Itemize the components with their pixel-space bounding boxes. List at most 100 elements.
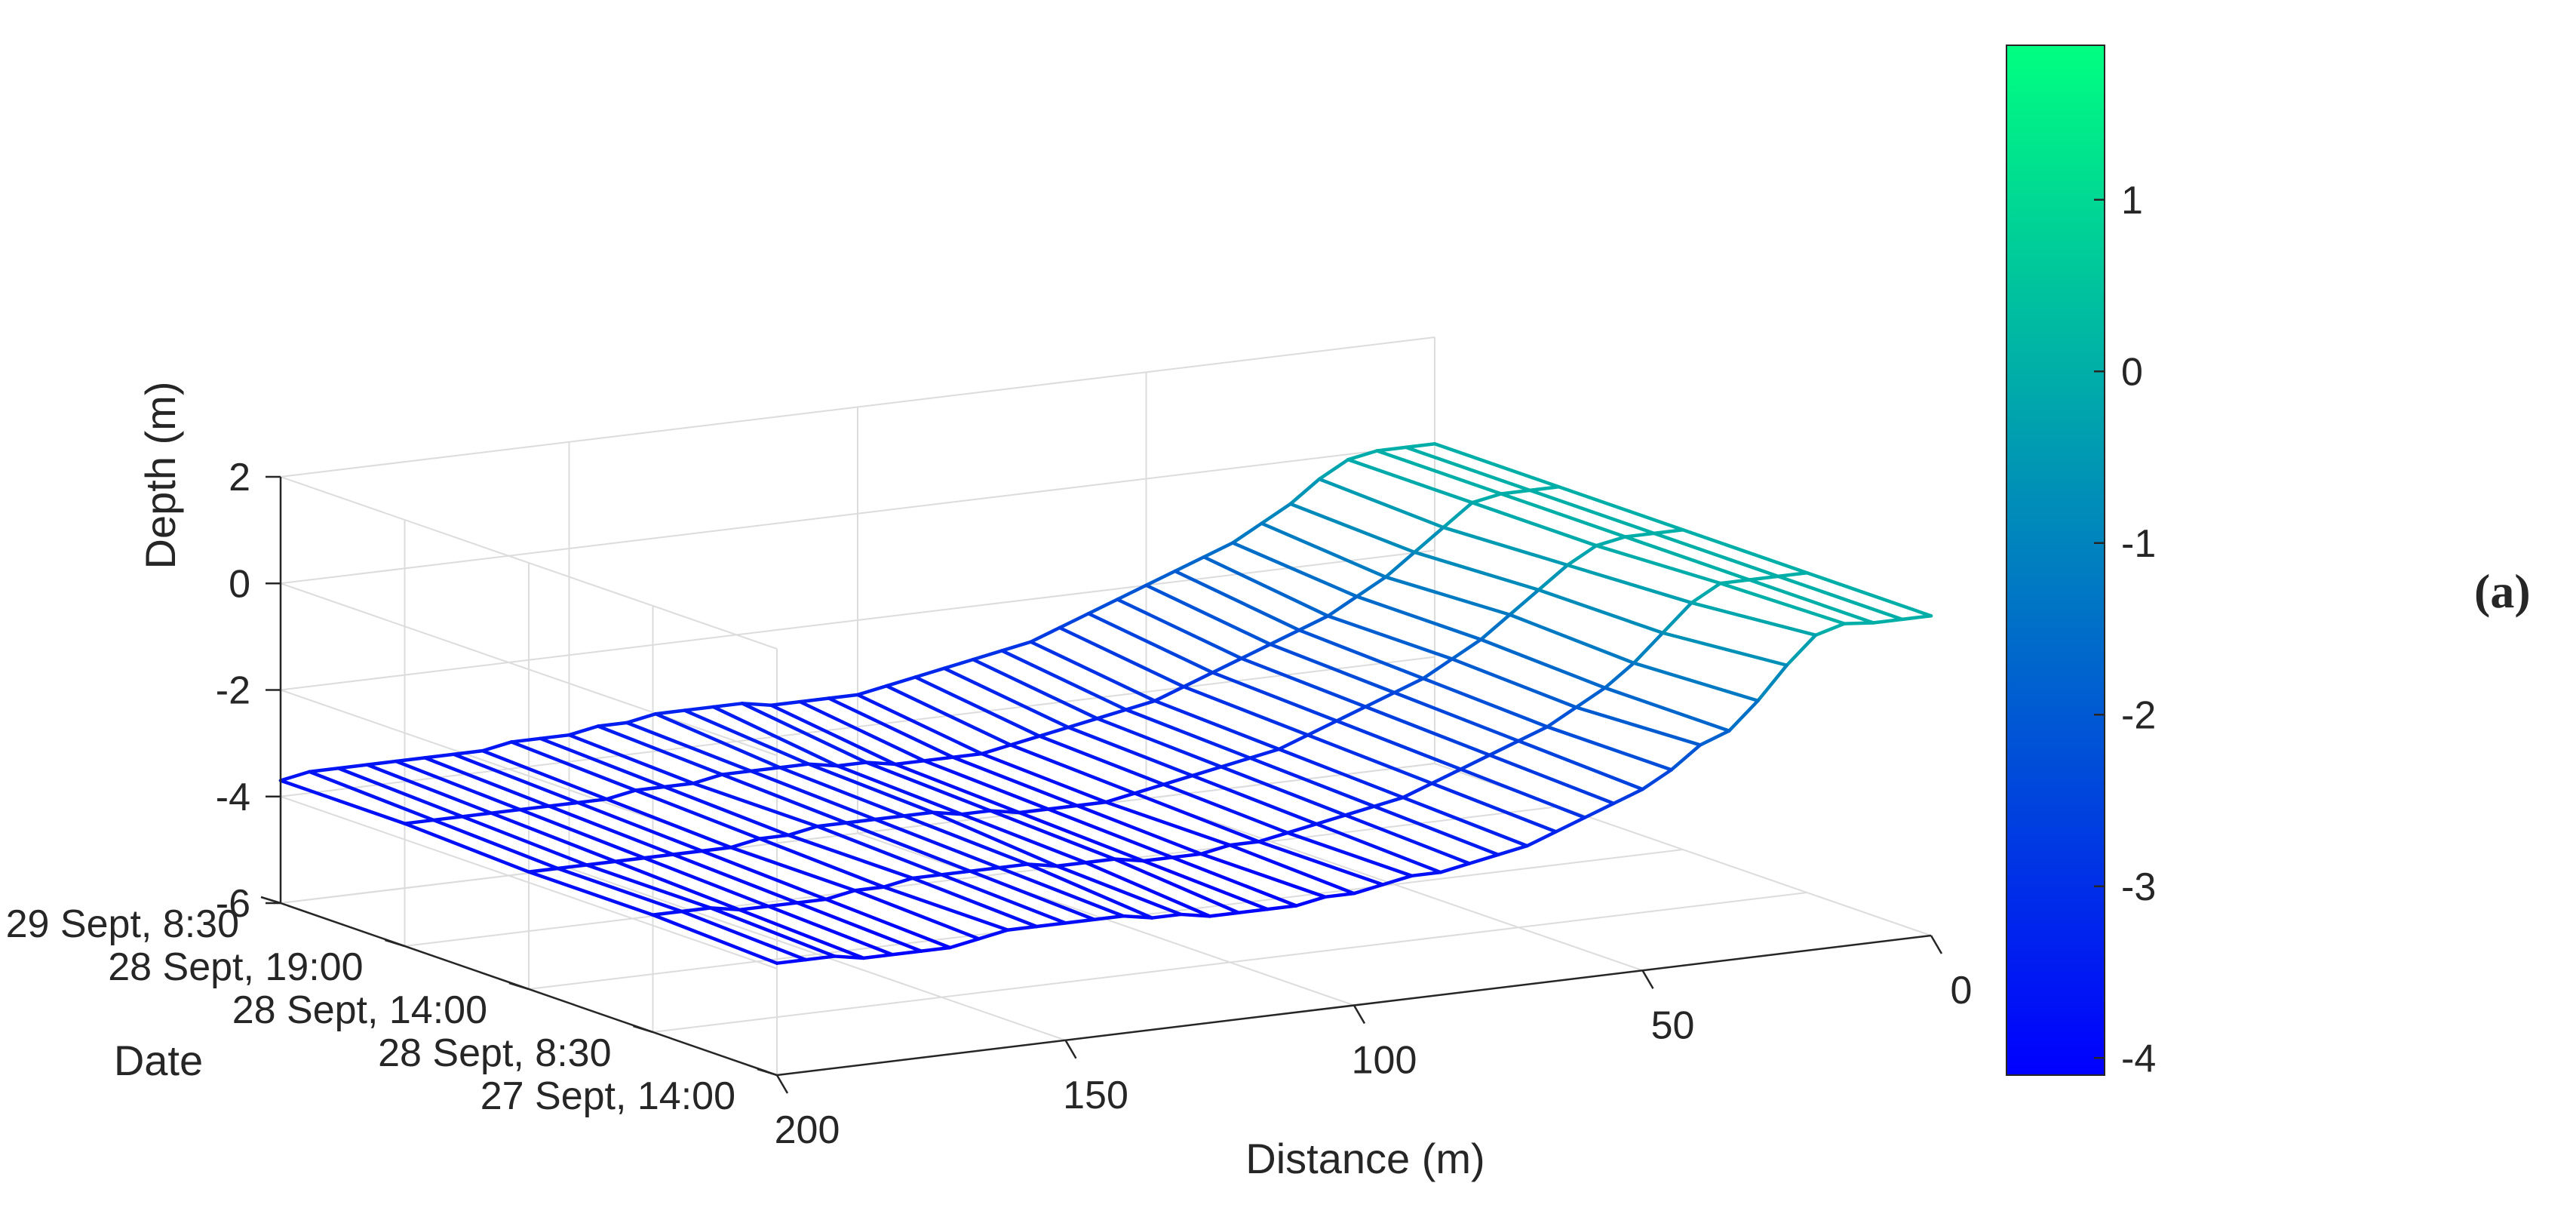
z-tick-label: -2	[216, 669, 250, 713]
mesh-date-segment	[1306, 733, 1434, 785]
mesh-date-segment	[1681, 528, 1809, 575]
x-tick-label: 0	[1951, 969, 1973, 1013]
mesh-date-segment	[1404, 445, 1532, 493]
mesh-profile-segment	[1632, 631, 1665, 665]
mesh-date-segment	[1116, 598, 1243, 660]
mesh-date-segment	[942, 666, 1070, 730]
mesh-profile-segment	[1401, 782, 1434, 800]
mesh-profile-segment	[1029, 625, 1061, 644]
mesh-date-segment	[1776, 574, 1904, 622]
gridline-floor-date	[652, 892, 1807, 1033]
mesh-profile-segment	[977, 928, 1010, 941]
mesh-profile-segment	[1430, 767, 1463, 785]
mesh-profile-segment	[1392, 677, 1425, 695]
mesh-profile-segment	[671, 849, 704, 856]
mesh-date-segment	[1248, 756, 1376, 808]
mesh-profile-segment	[613, 856, 646, 863]
gridline-back-z	[280, 336, 1435, 478]
mesh-date-segment	[1470, 500, 1598, 548]
colorbar-tick-label: -1	[2121, 522, 2156, 566]
mesh-date-segment	[596, 724, 724, 776]
mesh-profile-segment	[1173, 555, 1206, 573]
mesh-profile-segment	[1268, 628, 1301, 647]
mesh-profile-segment	[980, 743, 1012, 756]
mesh-date-segment	[827, 696, 955, 759]
colorbar-tick-label: -4	[2121, 1037, 2156, 1080]
mesh-date-segment	[1124, 708, 1252, 760]
mesh-profile-segment	[1421, 657, 1454, 681]
mesh-profile-segment	[1525, 830, 1558, 848]
mesh-profile-segment	[1162, 773, 1194, 786]
mesh-profile-segment	[1121, 914, 1154, 920]
date-tick-label: 29 Sept, 8:30	[6, 902, 239, 946]
mesh-profile-segment	[882, 876, 914, 889]
mesh-date-segment	[939, 873, 1067, 925]
mesh-profile-segment	[518, 804, 551, 812]
x-tick-label: 200	[775, 1108, 840, 1152]
mesh-profile-segment	[1508, 588, 1540, 616]
mesh-date-segment	[431, 818, 560, 871]
mesh-date-segment	[642, 856, 770, 908]
date-tick-label: 27 Sept, 14:00	[481, 1074, 735, 1118]
mesh-profile-segment	[1785, 633, 1818, 667]
mesh-profile-segment	[959, 809, 993, 816]
mesh-date-segment	[988, 809, 1116, 861]
mesh-profile-segment	[651, 909, 683, 917]
mesh-date-segment	[910, 876, 1039, 929]
mesh-profile-segment	[1260, 502, 1292, 525]
mesh-date-segment	[336, 767, 465, 819]
mesh-profile-segment	[700, 846, 732, 853]
mesh-profile-segment	[1718, 578, 1752, 585]
mesh-profile-segment	[942, 657, 975, 671]
mesh-date-segment	[1260, 521, 1388, 579]
mesh-profile-segment	[1459, 753, 1491, 771]
mesh-date-segment	[365, 763, 493, 815]
mesh-profile-segment	[1413, 525, 1445, 555]
mesh-profile-segment	[452, 748, 484, 756]
mesh-profile-segment	[769, 699, 802, 707]
mesh-date-segment	[460, 815, 588, 867]
mesh-date-segment	[913, 675, 1042, 738]
mesh-date-segment	[1170, 856, 1298, 908]
mesh-date-segment	[680, 909, 808, 962]
mesh-date-segment	[1095, 717, 1224, 769]
mesh-date-segment	[1364, 705, 1491, 757]
mesh-profile-segment	[1479, 613, 1512, 641]
mesh-date-segment	[1058, 625, 1186, 689]
mesh-profile-segment	[680, 906, 713, 914]
date-tick-mark	[508, 982, 530, 991]
axes-grid	[280, 336, 1932, 1076]
mesh-profile-segment	[1075, 800, 1108, 807]
mesh-date-segment	[1326, 614, 1454, 661]
mesh-date-segment	[1718, 581, 1847, 625]
panel-label: (a)	[2474, 564, 2531, 618]
mesh-profile-segment	[893, 759, 926, 767]
mesh-profile-segment	[605, 788, 637, 801]
mesh-profile-segment	[720, 769, 753, 776]
mesh-profile-segment	[336, 763, 369, 770]
mesh-profile-segment	[1170, 852, 1203, 859]
mesh-date-segment	[997, 865, 1125, 918]
mesh-profile-segment	[1257, 831, 1290, 844]
mesh-date-segment	[605, 797, 732, 850]
mesh-date-segment	[1018, 810, 1145, 863]
x-axis-title: Distance (m)	[1245, 1135, 1485, 1182]
mesh-profile-segment	[855, 684, 889, 697]
mesh-profile-segment	[1202, 541, 1235, 559]
mesh-profile-segment	[423, 752, 456, 760]
mesh-date-segment	[959, 812, 1088, 865]
mesh-profile-segment	[1153, 684, 1186, 703]
mesh-date-segment	[1000, 649, 1128, 711]
mesh-profile-segment	[1326, 595, 1359, 618]
mesh-profile-segment	[308, 767, 340, 774]
mesh-date-segment	[671, 853, 799, 905]
mesh-date-segment	[556, 866, 683, 914]
mesh-date-segment	[585, 863, 713, 910]
x-tick-mark	[775, 1074, 789, 1094]
date-tick-mark	[757, 1068, 778, 1077]
mesh-date-segment	[625, 721, 753, 773]
mesh-profile-segment	[740, 702, 773, 707]
mesh-date-segment	[278, 779, 407, 825]
mesh-profile-segment	[1583, 801, 1616, 819]
mesh-profile-segment	[1144, 569, 1177, 587]
